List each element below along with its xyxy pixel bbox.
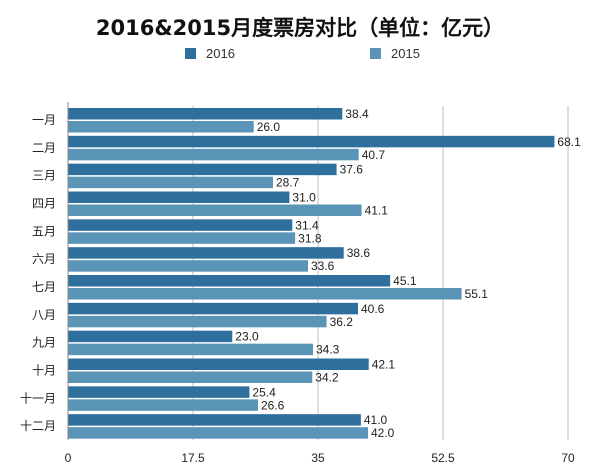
value-label: 37.6 [340,163,364,177]
bar-2015[interactable] [68,121,254,133]
bar-2015[interactable] [68,315,327,328]
value-label: 36.2 [330,315,354,329]
value-label: 33.6 [311,259,335,273]
x-tick-label: 70 [561,451,575,465]
bar-2016[interactable] [68,414,361,426]
value-label: 31.0 [292,191,316,205]
category-label: 六月 [32,252,56,266]
value-label: 68.1 [557,135,581,149]
value-label: 26.0 [257,120,281,134]
bar-2015[interactable] [68,148,359,161]
value-label: 40.6 [361,302,385,316]
value-label: 23.0 [235,330,259,344]
bar-2016[interactable] [68,386,250,398]
category-label: 九月 [32,336,56,350]
category-label: 七月 [32,280,56,294]
category-label: 一月 [32,113,56,127]
category-label: 十一月 [20,391,56,405]
value-label: 42.1 [372,358,396,372]
value-label: 31.4 [295,218,319,232]
category-label: 三月 [32,169,56,183]
legend-label-2015: 2015 [391,46,420,61]
bar-2015[interactable] [68,427,368,439]
x-tick-label: 0 [65,451,72,465]
value-label: 31.8 [298,231,322,245]
value-label: 40.7 [362,148,386,162]
value-label: 42.0 [371,426,395,440]
category-label: 四月 [32,196,56,210]
bar-2015[interactable] [68,343,313,356]
bar-2016[interactable] [68,191,290,204]
bar-2016[interactable] [68,330,233,343]
bar-2015[interactable] [68,232,296,244]
category-label: 十二月 [20,419,56,433]
x-tick-label: 52.5 [431,451,455,465]
value-label: 38.4 [345,107,369,121]
bar-2016[interactable] [68,358,369,371]
value-label: 45.1 [393,274,417,288]
x-tick-label: 17.5 [181,451,205,465]
bar-2016[interactable] [68,247,344,259]
category-label: 十月 [32,363,56,377]
bar-2016[interactable] [68,163,337,176]
legend: 2016 2015 [0,46,600,66]
bar-2015[interactable] [68,176,273,189]
value-label: 41.1 [365,204,389,218]
legend-swatch-2015 [370,48,381,59]
value-label: 26.6 [261,398,285,412]
legend-label-2016: 2016 [206,46,235,61]
value-label: 34.3 [316,343,340,357]
category-label: 五月 [32,224,56,238]
legend-item-2015[interactable]: 2015 [370,46,420,61]
legend-swatch-2016 [185,48,196,59]
value-label: 38.6 [347,246,371,260]
value-label: 25.4 [252,385,276,399]
bar-2016[interactable] [68,275,391,287]
category-label: 二月 [32,141,56,155]
bar-2016[interactable] [68,219,293,231]
bar-2015[interactable] [68,371,313,384]
value-label: 34.2 [315,371,339,385]
bar-2016[interactable] [68,302,358,315]
value-label: 41.0 [364,413,388,427]
bar-2016[interactable] [68,135,555,148]
bar-2016[interactable] [68,108,343,120]
x-tick-label: 35 [311,451,325,465]
legend-item-2016[interactable]: 2016 [185,46,235,61]
value-label: 28.7 [276,176,300,190]
category-label: 八月 [32,308,56,322]
bar-2015[interactable] [68,399,258,411]
value-label: 55.1 [465,287,489,301]
chart-title: 2016&2015月度票房对比（单位：亿元） [95,16,505,40]
bar-2015[interactable] [68,204,362,217]
bar-2015[interactable] [68,288,462,300]
bar-2015[interactable] [68,260,308,272]
